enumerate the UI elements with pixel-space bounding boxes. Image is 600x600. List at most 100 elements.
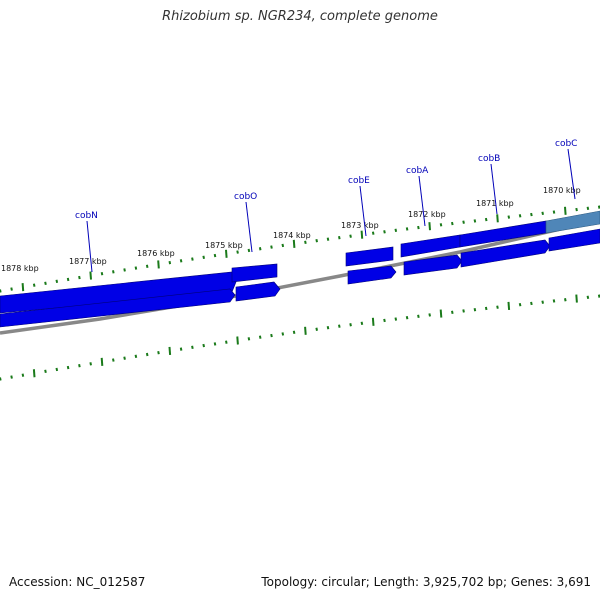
minor-tick (0, 377, 2, 381)
major-tick (371, 317, 375, 326)
minor-tick (484, 217, 488, 222)
minor-tick (0, 289, 2, 293)
minor-tick (112, 358, 115, 362)
minor-tick (123, 356, 126, 360)
minor-tick (541, 300, 544, 304)
major-tick (32, 369, 36, 378)
minor-tick (338, 324, 341, 328)
gene-track-forward (0, 228, 600, 314)
gene-block[interactable] (548, 228, 600, 252)
gene-block[interactable] (0, 271, 237, 314)
minor-tick (451, 221, 454, 226)
minor-tick (134, 266, 138, 270)
major-tick (157, 260, 160, 269)
minor-tick (338, 235, 341, 240)
minor-tick (394, 228, 398, 233)
minor-tick (428, 313, 431, 317)
minor-tick (326, 326, 330, 330)
gene-label-cobO[interactable]: cobO (234, 192, 257, 202)
major-tick (89, 271, 92, 280)
major-tick (100, 357, 104, 366)
gene-label-cobA[interactable]: cobA (406, 166, 429, 176)
gene-block-lower[interactable] (0, 288, 236, 328)
minor-tick (225, 340, 228, 344)
inner-tick-track (0, 294, 600, 381)
minor-tick (349, 323, 352, 327)
minor-tick (44, 369, 47, 374)
minor-tick (326, 237, 330, 241)
gene-block-cobC-highlight[interactable] (545, 210, 600, 234)
minor-tick (55, 367, 59, 372)
genome-title: Rhizobium sp. NGR234, complete genome (162, 9, 438, 24)
minor-tick (371, 231, 375, 235)
tick-label: 1874 kbp (273, 231, 311, 240)
minor-tick (552, 210, 556, 214)
gene-leader-line (245, 201, 253, 253)
minor-tick (383, 318, 386, 323)
minor-tick (439, 223, 443, 227)
minor-tick (473, 307, 477, 312)
gene-block-cobO[interactable] (231, 263, 278, 283)
minor-tick (281, 243, 285, 248)
minor-tick (496, 305, 499, 309)
minor-tick (597, 205, 600, 209)
minor-tick (270, 245, 273, 249)
minor-tick (100, 272, 104, 276)
major-tick (292, 239, 296, 248)
minor-tick (530, 212, 533, 217)
major-tick (304, 326, 307, 335)
minor-tick (575, 207, 578, 212)
gene-label-cobE[interactable]: cobE (348, 176, 370, 186)
gene-block[interactable] (460, 239, 551, 268)
minor-tick (518, 302, 522, 307)
minor-tick (247, 248, 251, 253)
minor-tick (462, 309, 465, 313)
minor-tick (541, 211, 544, 215)
minor-tick (247, 337, 251, 341)
minor-tick (405, 315, 409, 320)
major-tick (428, 222, 431, 231)
minor-tick (530, 301, 533, 306)
gene-leader-line (567, 148, 576, 200)
gene-label-cobB[interactable]: cobB (478, 154, 500, 164)
minor-tick (202, 343, 205, 348)
tick-label: 1872 kbp (408, 210, 446, 219)
major-tick (168, 346, 172, 355)
gene-block[interactable] (347, 265, 397, 285)
tick-label: 1877 kbp (69, 257, 107, 266)
minor-tick (586, 295, 590, 300)
minor-tick (179, 347, 183, 351)
minor-tick (281, 332, 285, 336)
minor-tick (597, 294, 600, 298)
gene-labels: cobN cobO cobE cobA cobB cobC (75, 139, 577, 273)
gene-block[interactable] (403, 254, 463, 276)
minor-tick (292, 330, 296, 335)
minor-tick (236, 250, 239, 254)
minor-tick (552, 299, 556, 303)
major-tick (507, 301, 511, 310)
minor-tick (157, 350, 160, 355)
gene-label-cobC[interactable]: cobC (555, 139, 577, 149)
minor-tick (32, 283, 36, 287)
minor-tick (145, 264, 149, 268)
minor-tick (10, 375, 13, 379)
minor-tick (462, 220, 465, 224)
minor-tick (258, 335, 262, 339)
gene-block[interactable] (235, 281, 281, 302)
minor-tick (507, 215, 511, 219)
minor-tick (78, 363, 81, 368)
minor-tick (168, 260, 172, 265)
tick-label: 1873 kbp (341, 221, 379, 230)
minor-tick (518, 214, 522, 218)
minor-tick (360, 321, 364, 325)
gene-block-cobE[interactable] (345, 246, 394, 267)
major-tick (439, 309, 443, 318)
tick-labels: 1878 kbp 1877 kbp 1876 kbp 1875 kbp 1874… (1, 186, 581, 273)
gene-label-cobN[interactable]: cobN (75, 211, 98, 221)
minor-tick (191, 345, 194, 350)
tick-label: 1878 kbp (1, 264, 39, 273)
tick-label: 1875 kbp (205, 241, 243, 250)
major-tick (21, 283, 25, 292)
minor-tick (473, 219, 477, 223)
